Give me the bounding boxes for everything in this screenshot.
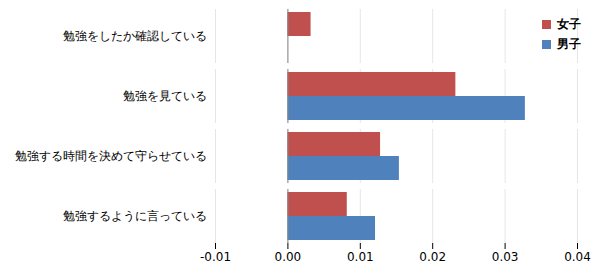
svg-text:勉強する時間を決めて守らせている: 勉強する時間を決めて守らせている: [15, 149, 207, 163]
svg-text:0.04: 0.04: [564, 250, 591, 264]
html-text:男子: 男子: [557, 37, 581, 51]
svg-text:0.03: 0.03: [492, 250, 519, 264]
svg-text:0.01: 0.01: [347, 250, 374, 264]
html-text:女子: 女子: [557, 17, 581, 31]
svg-text:勉強を見ている: 勉強を見ている: [123, 89, 207, 103]
svg-text:勉強をしたか確認している: 勉強をしたか確認している: [63, 29, 207, 43]
svg-text:勉強するように言っている: 勉強するように言っている: [63, 209, 207, 223]
svg-text:0.00: 0.00: [275, 250, 302, 264]
svg-text:0.02: 0.02: [419, 250, 446, 264]
svg-text:-0.01: -0.01: [200, 250, 231, 264]
